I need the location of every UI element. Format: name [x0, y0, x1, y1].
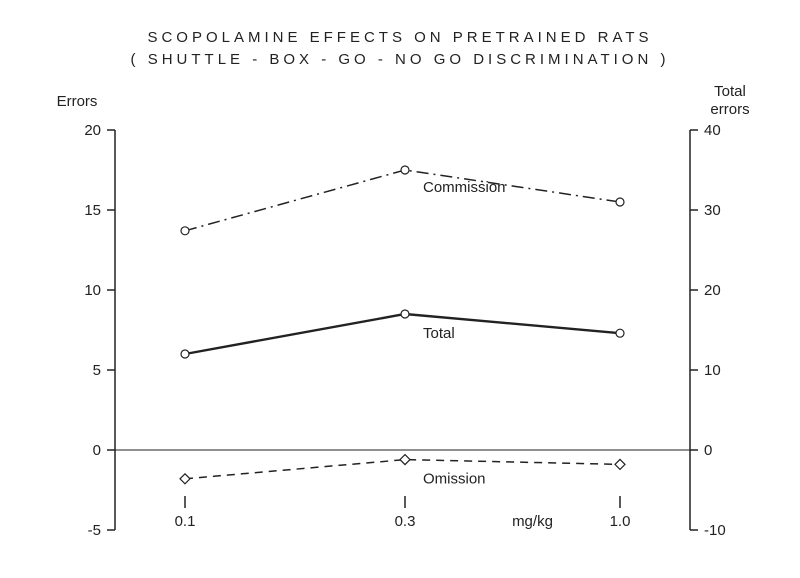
x-tick-label: 1.0	[610, 513, 631, 530]
total-marker	[616, 329, 624, 337]
left-axis-title: Errors	[57, 93, 98, 110]
right-tick-label: 20	[704, 282, 721, 299]
left-tick-label: -5	[88, 522, 101, 539]
omission-marker	[400, 455, 410, 465]
left-tick-label: 10	[84, 282, 101, 299]
omission-marker	[180, 474, 190, 484]
left-tick-label: 15	[84, 202, 101, 219]
right-tick-label: 0	[704, 442, 712, 459]
x-axis-label: mg/kg	[512, 513, 553, 530]
left-tick-label: 0	[93, 442, 101, 459]
omission-label: Omission	[423, 471, 486, 488]
right-axis-title-line2: errors	[710, 101, 749, 118]
left-tick-label: 20	[84, 122, 101, 139]
chart-svg: SCOPOLAMINE EFFECTS ON PRETRAINED RATS ( …	[0, 0, 800, 578]
chart-title-line1: SCOPOLAMINE EFFECTS ON PRETRAINED RATS	[147, 29, 652, 46]
total-marker	[181, 350, 189, 358]
right-tick-label: 30	[704, 202, 721, 219]
left-tick-label: 5	[93, 362, 101, 379]
commission-marker	[401, 166, 409, 174]
x-tick-label: 0.1	[175, 513, 196, 530]
commission-marker	[181, 227, 189, 235]
right-tick-label: 10	[704, 362, 721, 379]
x-tick-label: 0.3	[395, 513, 416, 530]
chart-container: SCOPOLAMINE EFFECTS ON PRETRAINED RATS ( …	[0, 0, 800, 578]
commission-marker	[616, 198, 624, 206]
right-tick-label: -10	[704, 522, 726, 539]
total-label: Total	[423, 325, 455, 342]
right-axis-title-line1: Total	[714, 83, 746, 100]
total-marker	[401, 310, 409, 318]
total-line	[185, 314, 620, 354]
right-tick-label: 40	[704, 122, 721, 139]
commission-line	[185, 170, 620, 231]
chart-title-line2: ( SHUTTLE - BOX - GO - NO GO DISCRIMINAT…	[131, 51, 670, 68]
commission-label: Commission	[423, 179, 506, 196]
omission-marker	[615, 459, 625, 469]
